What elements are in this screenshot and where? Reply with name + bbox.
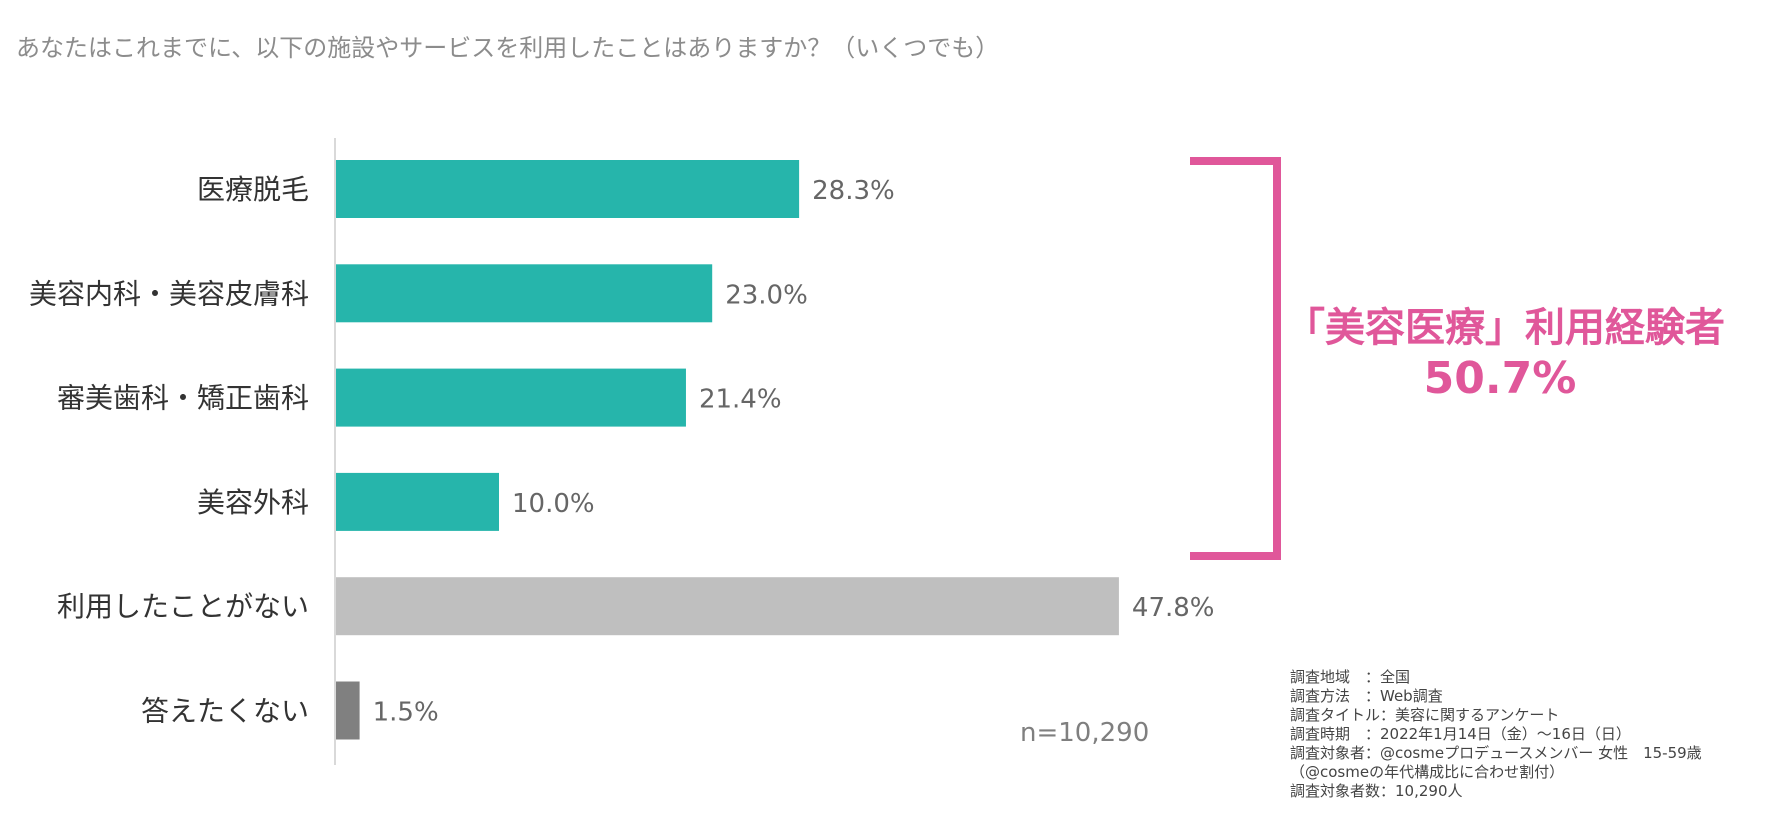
value-label: 23.0%	[725, 280, 808, 310]
survey-notes: 調査地域 ：全国 調査方法 ：Web調査 調査タイトル：美容に関するアンケート …	[1290, 668, 1702, 801]
category-label: 美容内科・美容皮膚科	[29, 277, 309, 310]
bars-layer: 医療脱毛 28.3% 美容内科・美容皮膚科 23.0% 審美歯科・矯正歯科 21.4% 美容…	[29, 160, 1215, 740]
bar	[335, 577, 1119, 636]
bar	[335, 368, 686, 427]
survey-note-line: 調査時期 ：2022年1月14日（金）～16日（日）	[1290, 725, 1631, 743]
bar	[335, 264, 713, 323]
bar	[335, 681, 360, 740]
survey-note-line: 調査タイトル：美容に関するアンケート	[1290, 706, 1560, 724]
category-label: 美容外科	[197, 486, 309, 519]
survey-note-line: （@cosmeの年代構成比に合わせ割付）	[1290, 763, 1565, 781]
highlight-title: 「美容医療」利用経験者	[1285, 305, 1725, 351]
value-label: 28.3%	[812, 176, 895, 206]
value-label: 1.5%	[373, 698, 439, 728]
survey-note-line: 調査対象者数：10,290人	[1290, 782, 1463, 800]
value-label: 21.4%	[699, 385, 782, 415]
sample-size: n=10,290	[1020, 718, 1150, 748]
survey-note-line: 調査対象者：@cosmeプロデュースメンバー 女性 15-59歳	[1290, 744, 1702, 762]
category-label: 医療脱毛	[197, 173, 309, 206]
annotation-group: 「美容医療」利用経験者 50.7%	[1190, 157, 1725, 560]
bar	[335, 160, 800, 218]
value-label: 10.0%	[512, 489, 595, 519]
survey-note-line: 調査地域 ：全国	[1290, 668, 1411, 686]
survey-note-line: 調査方法 ：Web調査	[1290, 687, 1443, 705]
category-label: 答えたくない	[141, 695, 309, 728]
highlight-value: 50.7%	[1424, 353, 1577, 404]
question-title: あなたはこれまでに、以下の施設やサービスを利用したことはありますか？（いくつでも…	[16, 34, 1000, 62]
highlight-bracket	[1190, 157, 1281, 560]
category-label: 利用したことがない	[57, 590, 309, 623]
category-label: 審美歯科・矯正歯科	[57, 382, 309, 415]
value-label: 47.8%	[1132, 593, 1215, 623]
bar	[335, 472, 499, 531]
